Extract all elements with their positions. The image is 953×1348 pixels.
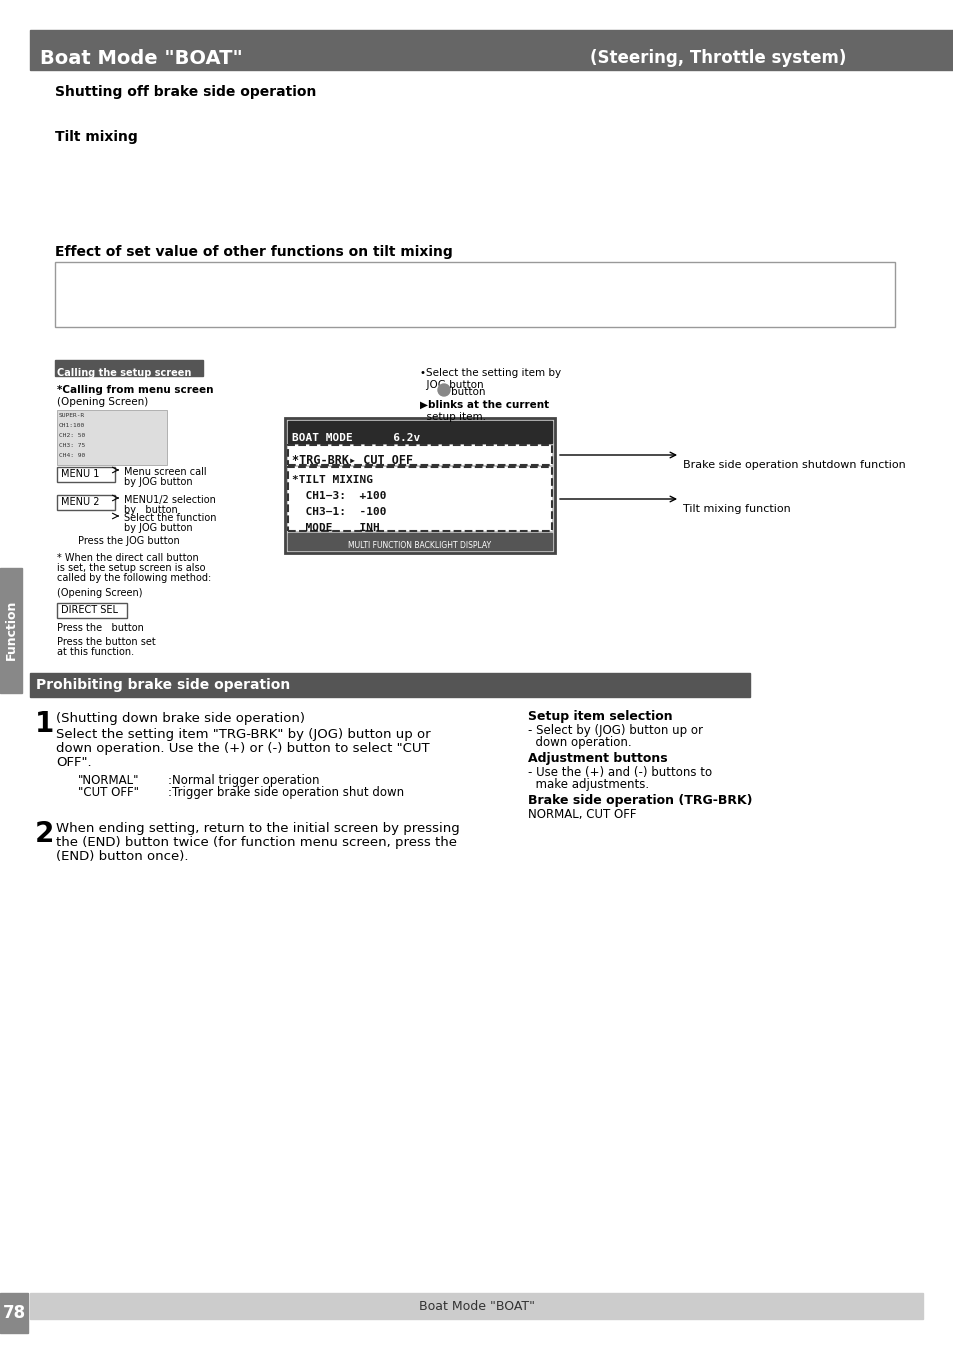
Text: (Shutting down brake side operation): (Shutting down brake side operation): [56, 712, 305, 725]
Text: *TILT MIXING: *TILT MIXING: [292, 474, 373, 485]
Text: Select the function: Select the function: [124, 514, 216, 523]
Text: (Steering, Throttle system): (Steering, Throttle system): [589, 49, 845, 67]
Text: CH4: 90: CH4: 90: [59, 453, 85, 458]
Text: (END) button once).: (END) button once).: [56, 851, 189, 863]
Bar: [30, 30, 953, 70]
Text: Prohibiting brake side operation: Prohibiting brake side operation: [36, 678, 290, 692]
Text: NORMAL, CUT OFF: NORMAL, CUT OFF: [527, 807, 636, 821]
Text: Menu screen call: Menu screen call: [124, 466, 207, 477]
Text: "CUT OFF": "CUT OFF": [78, 786, 139, 799]
Text: *TRG-BRK▸ CUT OFF: *TRG-BRK▸ CUT OFF: [292, 453, 413, 466]
Text: - Select by (JOG) button up or: - Select by (JOG) button up or: [527, 724, 702, 737]
Text: Function: Function: [5, 600, 17, 661]
Text: (Opening Screen): (Opening Screen): [57, 398, 148, 407]
Text: When ending setting, return to the initial screen by pressing: When ending setting, return to the initi…: [56, 822, 459, 834]
Text: is set, the setup screen is also: is set, the setup screen is also: [57, 563, 205, 573]
Bar: [288, 532, 552, 550]
Text: - Use the (+) and (-) buttons to: - Use the (+) and (-) buttons to: [527, 766, 711, 779]
Text: BOAT MODE      6.2v: BOAT MODE 6.2v: [292, 433, 420, 443]
Text: make adjustments.: make adjustments.: [527, 778, 648, 791]
Text: Tilt mixing function: Tilt mixing function: [682, 504, 790, 514]
Text: Press the JOG button: Press the JOG button: [78, 537, 179, 546]
Text: SUPER-R: SUPER-R: [59, 412, 85, 418]
Text: called by the following method:: called by the following method:: [57, 573, 211, 582]
Bar: [57, 466, 115, 483]
Text: :Trigger brake side operation shut down: :Trigger brake side operation shut down: [168, 786, 404, 799]
Text: MENU1/2 selection: MENU1/2 selection: [124, 495, 215, 506]
Text: :Normal trigger operation: :Normal trigger operation: [168, 774, 319, 787]
Text: (Opening Screen): (Opening Screen): [57, 588, 142, 599]
Text: OFF".: OFF".: [56, 756, 91, 768]
Text: Setup item selection: Setup item selection: [527, 710, 672, 723]
Bar: [0, 568, 22, 693]
Text: CH1−3:  +100: CH1−3: +100: [292, 491, 386, 501]
Text: CH1:100: CH1:100: [59, 423, 85, 429]
Text: MENU 1: MENU 1: [61, 469, 99, 479]
Bar: [55, 360, 203, 376]
Text: at this function.: at this function.: [57, 647, 134, 656]
Text: JOG button: JOG button: [419, 380, 483, 390]
Text: Select the setting item "TRG-BRK" by (JOG) button up or: Select the setting item "TRG-BRK" by (JO…: [56, 728, 430, 741]
Text: Effect of set value of other functions on tilt mixing: Effect of set value of other functions o…: [55, 245, 453, 259]
Text: Brake side operation shutdown function: Brake side operation shutdown function: [682, 460, 904, 470]
Text: by JOG button: by JOG button: [124, 523, 193, 532]
Text: Brake side operation (TRG-BRK): Brake side operation (TRG-BRK): [527, 794, 752, 807]
Text: 78: 78: [3, 1304, 26, 1322]
Text: CH2: 50: CH2: 50: [59, 433, 85, 438]
Text: Boat Mode "BOAT": Boat Mode "BOAT": [40, 49, 242, 67]
Text: Calling the setup screen: Calling the setup screen: [57, 368, 192, 377]
Bar: [0, 1293, 28, 1333]
Circle shape: [437, 384, 450, 396]
Bar: [57, 603, 127, 617]
Text: DIRECT SEL: DIRECT SEL: [61, 605, 118, 615]
Bar: [30, 673, 749, 697]
Text: ▶blinks at the current: ▶blinks at the current: [419, 400, 549, 410]
Text: Press the button set: Press the button set: [57, 638, 155, 647]
Text: by   button: by button: [124, 506, 177, 515]
Text: * When the direct call button: * When the direct call button: [57, 553, 198, 563]
Text: Adjustment buttons: Adjustment buttons: [527, 752, 667, 766]
Text: MULTI FUNCTION BACKLIGHT DISPLAY: MULTI FUNCTION BACKLIGHT DISPLAY: [348, 541, 491, 550]
Text: 2: 2: [35, 820, 54, 848]
Text: CH3: 75: CH3: 75: [59, 443, 85, 448]
Text: CH3−1:  -100: CH3−1: -100: [292, 507, 386, 518]
Text: Tilt mixing: Tilt mixing: [55, 129, 137, 144]
Text: MODE    INH: MODE INH: [292, 523, 379, 532]
Bar: [288, 445, 552, 465]
Bar: [55, 262, 894, 328]
Text: setup item.: setup item.: [419, 412, 485, 422]
Bar: [30, 1293, 923, 1318]
Bar: [285, 418, 555, 553]
Text: 1: 1: [35, 710, 54, 737]
Text: button: button: [451, 387, 485, 398]
Text: Press the   button: Press the button: [57, 623, 144, 634]
Text: the (END) button twice (for function menu screen, press the: the (END) button twice (for function men…: [56, 836, 456, 849]
Text: •Select the setting item by: •Select the setting item by: [419, 368, 560, 377]
Text: "NORMAL": "NORMAL": [78, 774, 139, 787]
Bar: [57, 495, 115, 510]
Bar: [57, 410, 167, 465]
Text: down operation. Use the (+) or (-) button to select "CUT: down operation. Use the (+) or (-) butto…: [56, 741, 429, 755]
Text: by JOG button: by JOG button: [124, 477, 193, 487]
Text: Boat Mode "BOAT": Boat Mode "BOAT": [418, 1299, 535, 1313]
Text: down operation.: down operation.: [527, 736, 631, 749]
Text: *Calling from menu screen: *Calling from menu screen: [57, 386, 213, 395]
Text: Shutting off brake side operation: Shutting off brake side operation: [55, 85, 316, 98]
Bar: [288, 466, 552, 531]
Bar: [288, 421, 552, 443]
Text: MENU 2: MENU 2: [61, 497, 99, 507]
